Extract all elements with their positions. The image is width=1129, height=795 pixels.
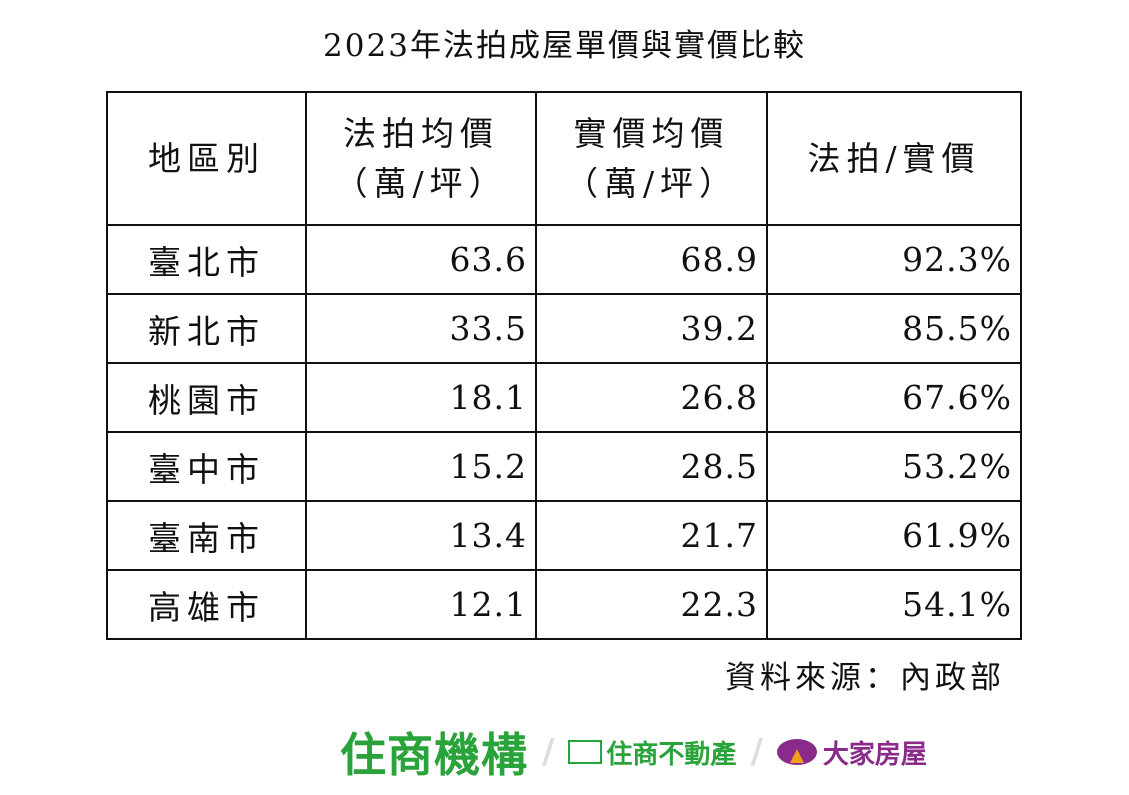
market-price-cell: 21.7: [535, 500, 768, 571]
auction-price-cell: 13.4: [305, 500, 537, 571]
logo-hbhousing-text: 住商不動產: [606, 739, 737, 770]
auction-price-cell: 18.1: [305, 362, 537, 433]
region-cell: 臺中市: [106, 431, 307, 502]
logo-hbhousing: 住商不動產: [568, 734, 736, 771]
region-cell: 臺北市: [106, 224, 307, 295]
ratio-cell: 54.1%: [766, 569, 1022, 640]
market-price-cell: 39.2: [535, 293, 768, 364]
ratio-cell: 92.3%: [766, 224, 1022, 295]
auction-price-cell: 33.5: [305, 293, 537, 364]
table-row: 新北市 33.5 39.2 85.5%: [106, 293, 1022, 364]
market-price-cell: 26.8: [535, 362, 768, 433]
header-auction-label: 法拍均價: [343, 113, 499, 153]
source-note: 資料來源：內政部: [725, 660, 1005, 696]
table-row: 桃園市 18.1 26.8 67.6%: [106, 362, 1022, 433]
header-market-unit: （萬/坪）: [564, 163, 739, 203]
header-auction-price: 法拍均價 （萬/坪）: [305, 91, 537, 226]
region-cell: 新北市: [106, 293, 307, 364]
market-price-cell: 28.5: [535, 431, 768, 502]
header-ratio-label: 法拍/實價: [807, 138, 981, 178]
ratio-cell: 53.2%: [766, 431, 1022, 502]
auction-price-cell: 15.2: [305, 431, 537, 502]
table-row: 臺南市 13.4 21.7 61.9%: [106, 500, 1022, 571]
divider: /: [750, 732, 763, 772]
table-row: 高雄市 12.1 22.3 54.1%: [106, 569, 1022, 640]
etwarm-emblem-icon: [776, 739, 817, 765]
divider: /: [542, 732, 555, 772]
hbhousing-emblem-icon: [568, 740, 603, 764]
logo-etwarm: 大家房屋: [776, 734, 927, 771]
ratio-cell: 67.6%: [766, 362, 1022, 433]
header-market-label: 實價均價: [573, 113, 730, 153]
logo-etwarm-text: 大家房屋: [822, 739, 927, 770]
ratio-cell: 85.5%: [766, 293, 1022, 364]
table-title: 2023年法拍成屋單價與實價比較: [323, 28, 806, 64]
header-region-label: 地區別: [148, 138, 265, 178]
header-auction-unit: （萬/坪）: [334, 163, 508, 203]
logo-strip: 住商機構 / 住商不動產 / 大家房屋: [340, 722, 927, 782]
ratio-cell: 61.9%: [766, 500, 1022, 571]
table-row: 臺中市 15.2 28.5 53.2%: [106, 431, 1022, 502]
price-comparison-table: 地區別 法拍均價 （萬/坪） 實價均價 （萬/坪） 法拍/實價 臺北市 63.6 68.…: [106, 91, 1022, 640]
table-row: 臺北市 63.6 68.9 92.3%: [106, 224, 1022, 295]
auction-price-cell: 63.6: [305, 224, 537, 295]
header-ratio: 法拍/實價: [766, 91, 1022, 226]
region-cell: 高雄市: [106, 569, 307, 640]
logo-hbhousing-group: 住商機構: [340, 728, 528, 782]
region-cell: 桃園市: [106, 362, 307, 433]
region-cell: 臺南市: [106, 500, 307, 571]
auction-price-cell: 12.1: [305, 569, 537, 640]
market-price-cell: 68.9: [535, 224, 768, 295]
market-price-cell: 22.3: [535, 569, 768, 640]
header-row: 地區別 法拍均價 （萬/坪） 實價均價 （萬/坪） 法拍/實價: [106, 91, 1022, 226]
header-market-price: 實價均價 （萬/坪）: [535, 91, 768, 226]
header-region: 地區別: [106, 91, 307, 226]
